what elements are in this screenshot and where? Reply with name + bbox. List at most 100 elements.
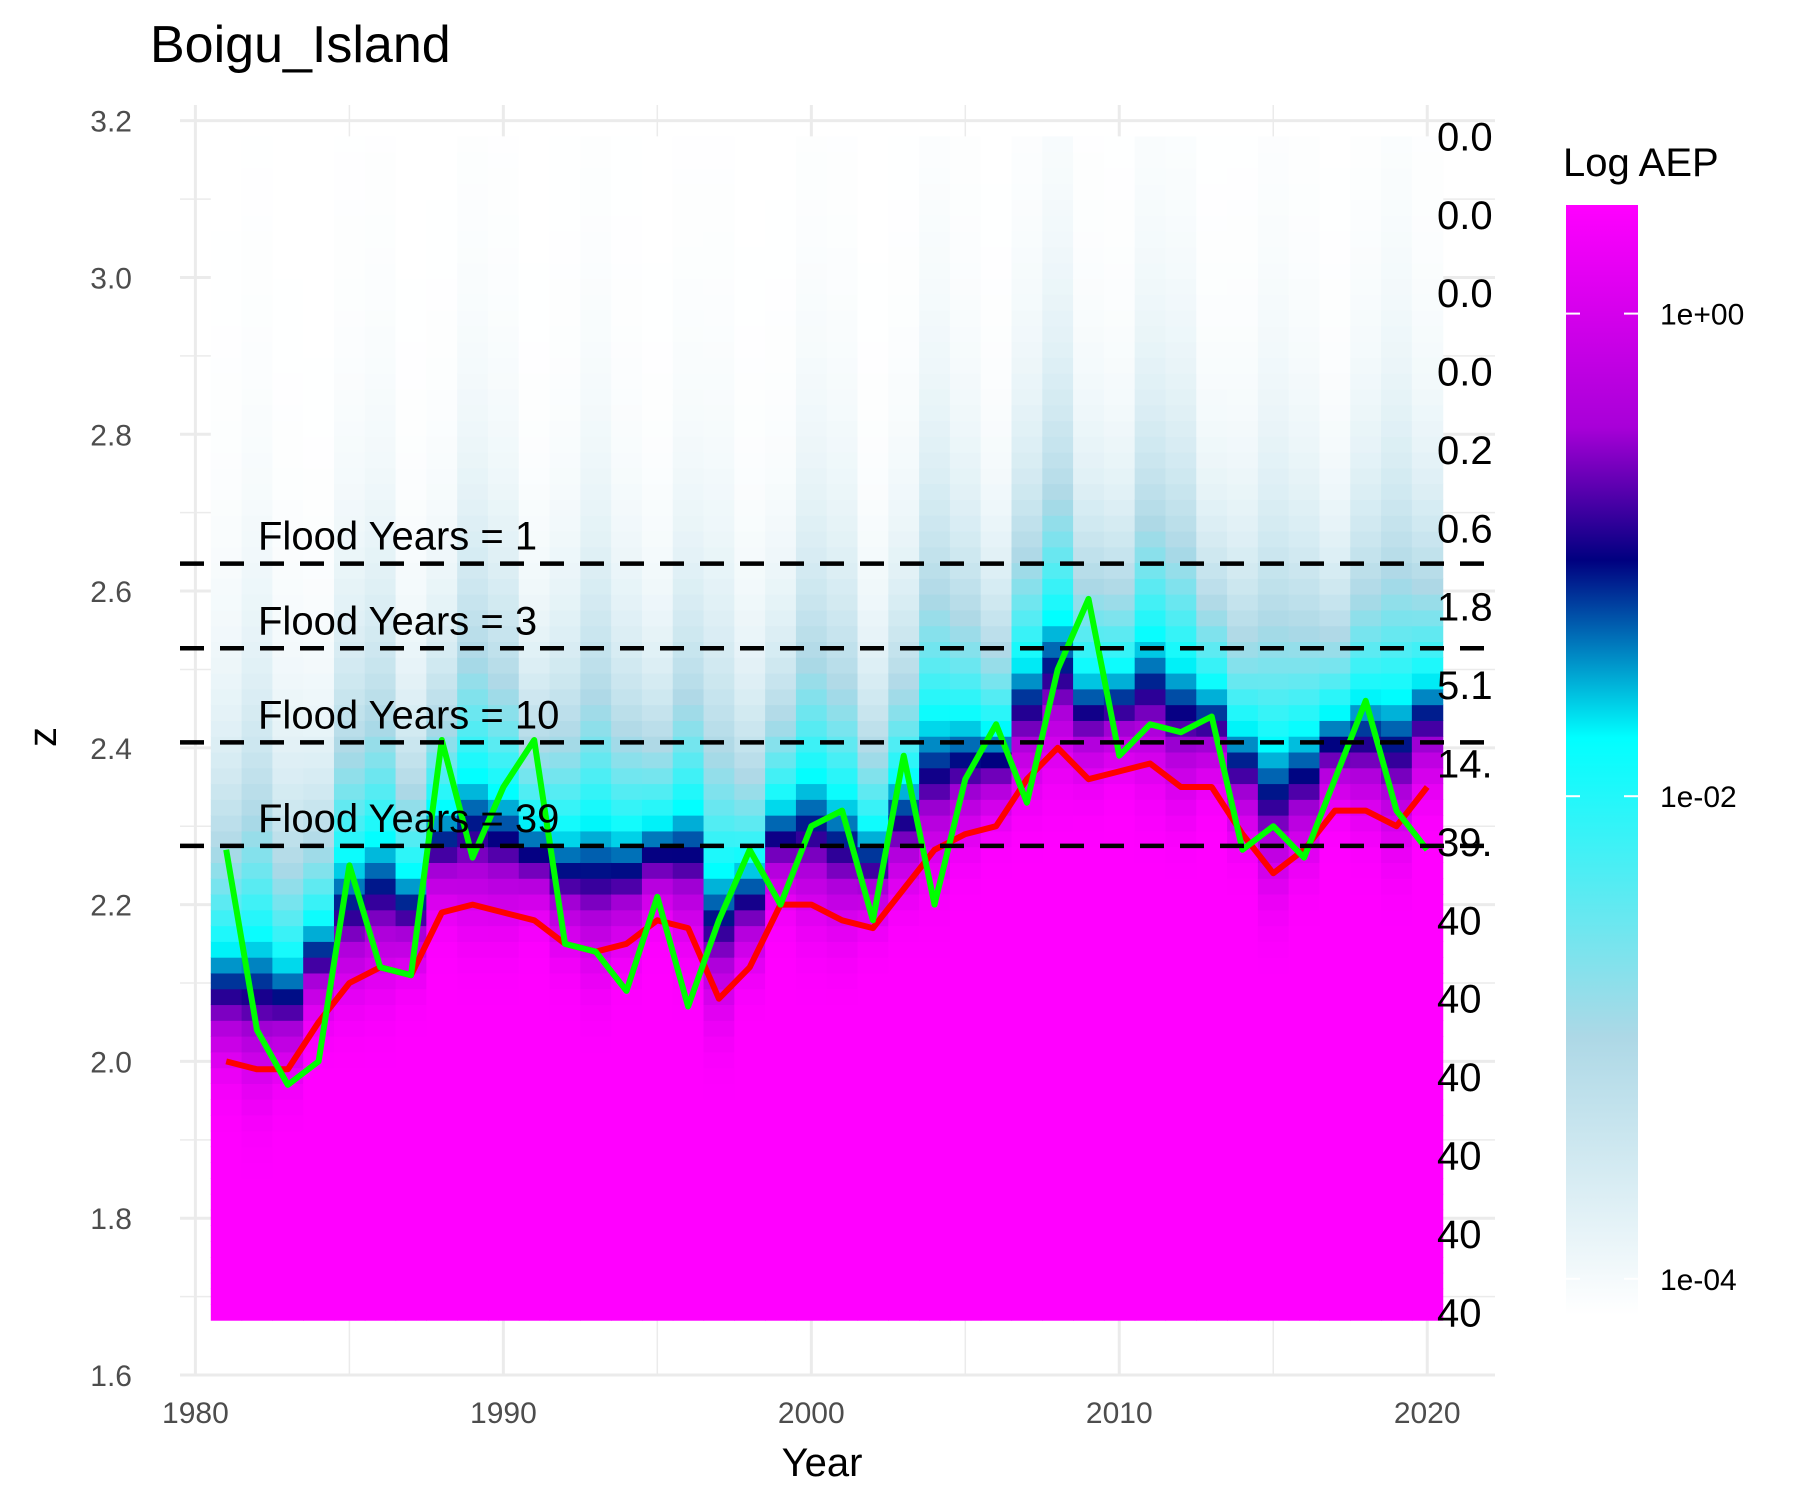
heatmap-cell: [1042, 452, 1074, 469]
heatmap-cell: [364, 373, 397, 390]
heatmap-cell: [949, 341, 982, 358]
heatmap-cell: [611, 1130, 643, 1148]
heatmap-cell: [210, 467, 243, 485]
heatmap-cell: [241, 641, 273, 658]
heatmap-cell: [949, 199, 982, 216]
heatmap-cell: [1011, 830, 1043, 848]
heatmap-cell: [641, 199, 674, 216]
heatmap-cell: [580, 720, 612, 737]
heatmap-cell: [487, 183, 520, 201]
heatmap-cell: [333, 704, 366, 721]
heatmap-cell: [1288, 594, 1321, 611]
y-tick-label: 2.0: [90, 1046, 132, 1079]
heatmap-cell: [1103, 309, 1136, 327]
heatmap-cell: [611, 341, 643, 358]
heatmap-cell: [1350, 1146, 1382, 1163]
heatmap-cell: [672, 673, 705, 690]
heatmap-cell: [1288, 1288, 1321, 1305]
heatmap-cell: [1134, 1099, 1167, 1116]
heatmap-cell: [888, 215, 920, 232]
heatmap-cell: [919, 815, 951, 832]
heatmap-cell: [1073, 1178, 1105, 1195]
heatmap-cell: [1073, 1083, 1105, 1100]
heatmap-cell: [1073, 436, 1105, 453]
heatmap-cell: [210, 673, 243, 690]
heatmap-cell: [1257, 720, 1290, 737]
heatmap-cell: [795, 294, 828, 311]
heatmap-cell: [857, 609, 889, 627]
heatmap-cell: [888, 609, 920, 627]
heatmap-cell: [857, 546, 889, 564]
heatmap-cell: [457, 294, 489, 311]
heatmap-cell: [1165, 830, 1197, 848]
heatmap-cell: [734, 1288, 766, 1305]
heatmap-cell: [641, 673, 674, 690]
heatmap-cell: [210, 136, 243, 153]
heatmap-cell: [795, 1288, 828, 1305]
heatmap-cell: [580, 578, 612, 595]
heatmap-cell: [395, 1130, 427, 1148]
heatmap-cell: [919, 199, 951, 216]
heatmap-cell: [1134, 673, 1167, 690]
heatmap-cell: [980, 830, 1013, 848]
heatmap-cell: [580, 483, 612, 500]
heatmap-cell: [241, 436, 273, 453]
heatmap-cell: [795, 483, 828, 500]
heatmap-cell: [795, 1114, 828, 1132]
heatmap-cell: [672, 1193, 705, 1211]
heatmap-cell: [1411, 420, 1444, 437]
heatmap-cell: [1196, 341, 1228, 358]
heatmap-cell: [1227, 357, 1259, 374]
heatmap-cell: [765, 483, 797, 500]
heatmap-cell: [395, 546, 427, 564]
heatmap-cell: [949, 972, 982, 990]
heatmap-cell: [1011, 278, 1043, 295]
heatmap-cell: [949, 246, 982, 264]
heatmap-cell: [518, 1146, 551, 1163]
heatmap-cell: [580, 309, 612, 327]
heatmap-cell: [1134, 594, 1167, 611]
heatmap-cell: [1165, 1256, 1197, 1274]
heatmap-cell: [1134, 1178, 1167, 1195]
heatmap-cell: [1134, 515, 1167, 532]
heatmap-cell: [1288, 167, 1321, 185]
heatmap-cell: [241, 1256, 273, 1274]
heatmap-cell: [672, 1256, 705, 1274]
heatmap-cell: [518, 136, 551, 153]
heatmap-cell: [1319, 1004, 1351, 1021]
heatmap-cell: [1350, 578, 1382, 595]
heatmap-cell: [949, 183, 982, 201]
heatmap-cell: [734, 278, 766, 295]
heatmap-cell: [1134, 609, 1167, 627]
heatmap-cell: [1165, 1209, 1197, 1227]
heatmap-cell: [487, 546, 520, 564]
heatmap-cell: [611, 199, 643, 216]
heatmap-cell: [457, 1083, 489, 1100]
heatmap-cell: [1134, 799, 1167, 816]
heatmap-cell: [980, 941, 1013, 958]
heatmap-cell: [1011, 657, 1043, 674]
heatmap-cell: [919, 262, 951, 280]
heatmap-cell: [611, 309, 643, 327]
heatmap-cell: [1165, 404, 1197, 422]
heatmap-cell: [303, 1083, 335, 1100]
axes: 1980 1990 2000 2010 20201.61.82.02.22.42.62.…: [90, 106, 1460, 1430]
heatmap-cell: [518, 688, 551, 706]
heatmap-cell: [1165, 925, 1197, 942]
heatmap-cell: [703, 657, 735, 674]
heatmap-cell: [1011, 1241, 1043, 1258]
heatmap-cell: [303, 1288, 335, 1305]
heatmap-cell: [1011, 483, 1043, 500]
heatmap-cell: [1288, 878, 1321, 895]
heatmap-cell: [487, 1256, 520, 1274]
heatmap-cell: [1073, 1304, 1105, 1321]
heatmap-cell: [580, 988, 612, 1006]
heatmap-cell: [1042, 373, 1074, 390]
heatmap-cell: [888, 562, 920, 579]
heatmap-cell: [611, 1304, 643, 1321]
heatmap-cell: [857, 1004, 889, 1021]
heatmap-cell: [1134, 925, 1167, 942]
heatmap-cell: [611, 878, 643, 895]
heatmap-cell: [1350, 657, 1382, 674]
heatmap-cell: [919, 546, 951, 564]
